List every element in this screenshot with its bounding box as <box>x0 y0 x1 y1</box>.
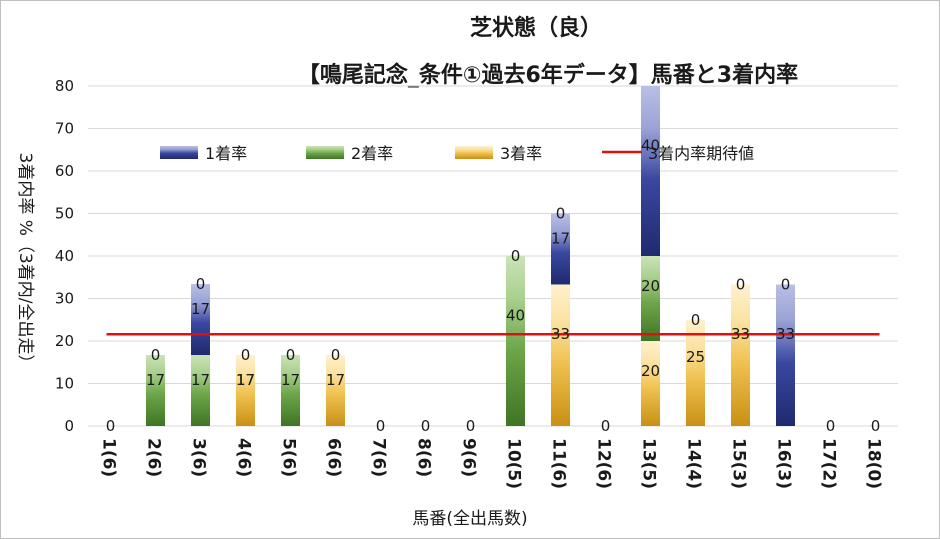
bar-3rd-4(6) <box>236 355 255 426</box>
data-label-1(6): 0 <box>106 417 116 435</box>
bar-1st-13(5) <box>641 86 660 256</box>
data-label-11(6): 0 <box>556 205 566 223</box>
data-label-7(6): 0 <box>376 417 386 435</box>
bar-1st-3(6) <box>191 284 210 356</box>
data-label-5(6): 0 <box>286 346 296 364</box>
legend-swatch-2nd <box>306 146 344 159</box>
bar-2nd-2(6) <box>146 355 165 426</box>
legend-label-2nd: 2着率 <box>351 144 393 163</box>
data-label-2(6): 0 <box>151 346 161 364</box>
data-label-17(2): 0 <box>826 417 836 435</box>
x-tick-label: 7(6) <box>369 438 389 477</box>
y-tick-label: 20 <box>55 332 74 350</box>
data-label-10(5): 0 <box>511 247 521 265</box>
bar-2nd-13(5) <box>641 256 660 341</box>
data-label-13(5): 20 <box>641 277 660 295</box>
data-label-14(4): 0 <box>691 311 701 329</box>
data-label-9(6): 0 <box>466 417 476 435</box>
legend: 1着率 2着率 3着率 3着内率期待値 <box>160 144 754 163</box>
data-label-15(3): 0 <box>736 275 746 293</box>
bar-2nd-5(6) <box>281 355 300 426</box>
y-tick-label: 0 <box>64 417 74 435</box>
y-tick-label: 40 <box>55 247 74 265</box>
x-tick-label: 11(6) <box>549 438 569 489</box>
chart-subtitle: 【鳴尾記念_条件①過去6年データ】馬番と3着内率 <box>298 62 798 88</box>
data-label-8(6): 0 <box>421 417 431 435</box>
bar-2nd-10(5) <box>506 256 525 426</box>
data-label-2(6): 17 <box>146 371 165 389</box>
bars <box>146 86 795 426</box>
x-tick-label: 15(3) <box>729 438 749 489</box>
data-label-5(6): 17 <box>281 371 300 389</box>
y-tick-label: 10 <box>55 375 74 393</box>
x-axis-label: 馬番(全出馬数) <box>412 509 527 529</box>
data-label-3(6): 17 <box>191 300 210 318</box>
data-label-3(6): 0 <box>196 275 206 293</box>
data-label-16(3): 33 <box>776 325 795 343</box>
x-tick-label: 10(5) <box>504 438 524 489</box>
bar-3rd-15(3) <box>731 284 750 426</box>
data-label-12(6): 0 <box>601 417 611 435</box>
data-label-4(6): 17 <box>236 371 255 389</box>
data-label-4(6): 0 <box>241 346 251 364</box>
data-label-14(4): 25 <box>686 348 705 366</box>
x-tick-label: 9(6) <box>459 438 479 477</box>
bar-3rd-6(6) <box>326 355 345 426</box>
bar-3rd-14(4) <box>686 319 705 426</box>
x-tick-label: 6(6) <box>324 438 344 477</box>
chart-title: 芝状態（良） <box>470 15 602 41</box>
data-label-10(5): 40 <box>506 307 525 325</box>
data-label-6(6): 0 <box>331 346 341 364</box>
y-axis-ticks: 0 10 20 30 40 50 60 70 80 <box>55 77 74 435</box>
bar-3rd-13(5) <box>641 341 660 426</box>
x-tick-label: 13(5) <box>639 438 659 489</box>
bar-1st-11(6) <box>551 213 570 285</box>
bar-1st-16(3) <box>776 284 795 426</box>
x-axis-ticks: 1(6) 2(6) 3(6) 4(6) 5(6) 6(6) 7(6) 8(6) 9(6) 10(5… <box>99 438 884 489</box>
y-tick-label: 30 <box>55 290 74 308</box>
data-label-13(5): 20 <box>641 362 660 380</box>
legend-swatch-1st <box>160 146 198 159</box>
x-tick-label: 16(3) <box>774 438 794 489</box>
y-tick-label: 60 <box>55 162 74 180</box>
legend-swatch-3rd <box>455 146 493 159</box>
y-tick-label: 80 <box>55 77 74 95</box>
x-tick-label: 5(6) <box>279 438 299 477</box>
data-label-11(6): 17 <box>551 229 570 247</box>
x-tick-label: 12(6) <box>594 438 614 489</box>
data-label-18(0): 0 <box>871 417 881 435</box>
data-label-15(3): 33 <box>731 325 750 343</box>
x-tick-label: 8(6) <box>414 438 434 477</box>
x-tick-label: 2(6) <box>144 438 164 477</box>
legend-label-expected: 3着内率期待値 <box>648 144 754 163</box>
data-label-3(6): 17 <box>191 371 210 389</box>
gridlines <box>88 85 898 427</box>
y-axis-label: 3着内率 %（3着内/全出走） <box>15 153 35 372</box>
x-tick-label: 18(0) <box>864 438 884 489</box>
x-tick-label: 3(6) <box>189 438 209 477</box>
x-tick-label: 14(4) <box>684 438 704 489</box>
data-label-6(6): 17 <box>326 371 345 389</box>
data-label-13(5): 40 <box>641 137 660 155</box>
legend-label-1st: 1着率 <box>205 144 247 163</box>
x-tick-label: 1(6) <box>99 438 119 477</box>
x-tick-label: 4(6) <box>234 438 254 477</box>
data-label-4(6): 17 <box>236 371 255 389</box>
data-label-16(3): 0 <box>781 275 791 293</box>
y-tick-label: 50 <box>55 205 74 223</box>
data-label-11(6): 33 <box>551 325 570 343</box>
bar-3rd-11(6) <box>551 284 570 426</box>
x-tick-label: 17(2) <box>819 438 839 489</box>
bar-2nd-3(6) <box>191 355 210 426</box>
legend-label-3rd: 3着率 <box>500 144 542 163</box>
y-tick-label: 70 <box>55 120 74 138</box>
